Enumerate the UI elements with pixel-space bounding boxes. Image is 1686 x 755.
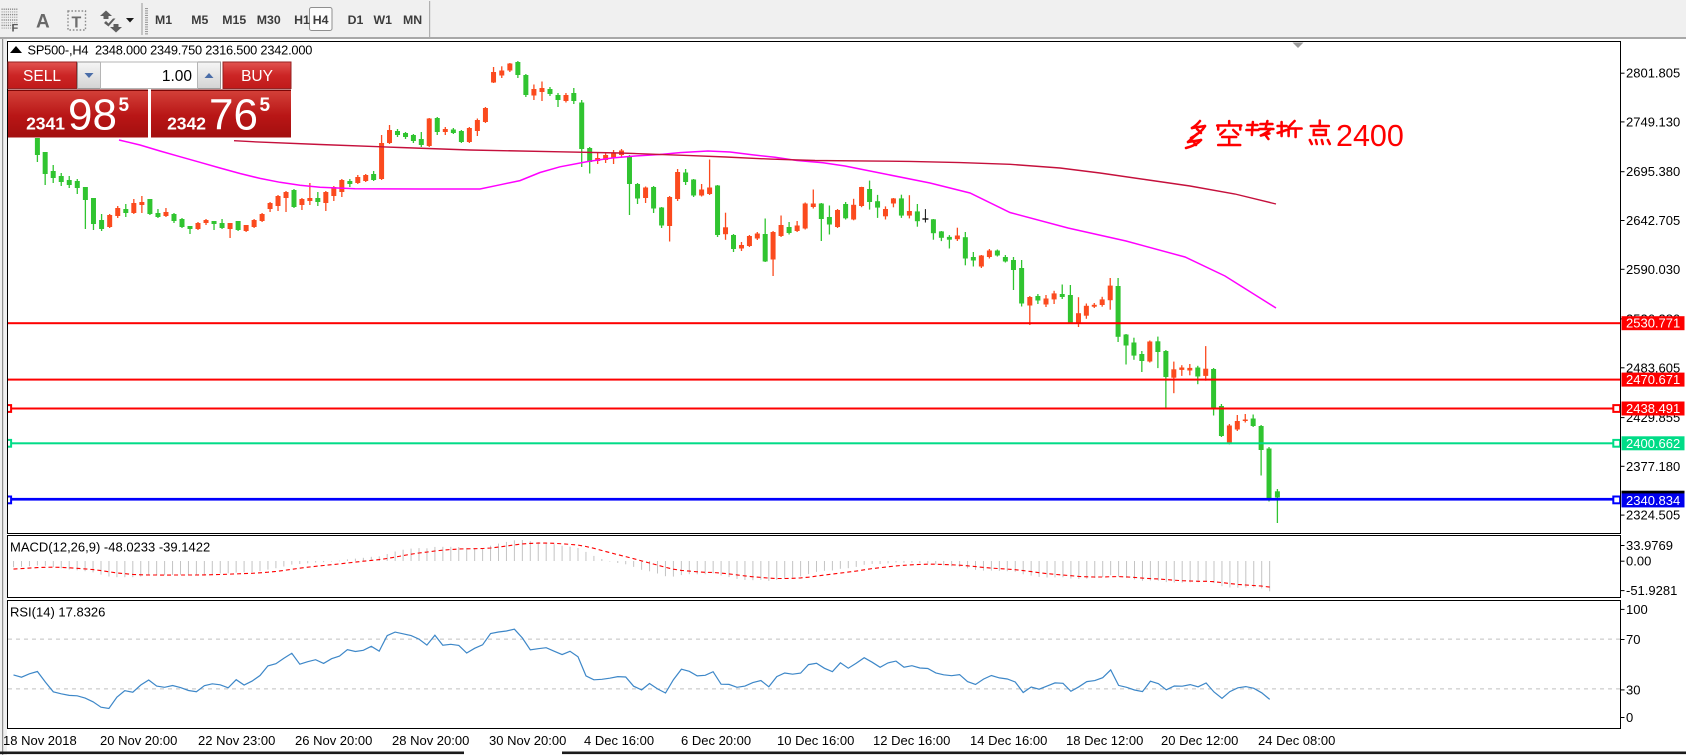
svg-text:18 Nov 2018: 18 Nov 2018 (3, 733, 77, 748)
svg-text:-51.9281: -51.9281 (1626, 583, 1677, 598)
svg-text:W1: W1 (373, 13, 392, 27)
svg-text:MACD(12,26,9) -48.0233 -39.142: MACD(12,26,9) -48.0233 -39.1422 (10, 540, 210, 555)
svg-text:BUY: BUY (241, 68, 273, 85)
svg-text:H4: H4 (313, 13, 329, 27)
svg-text:26 Nov 20:00: 26 Nov 20:00 (295, 733, 372, 748)
svg-text:2340.834: 2340.834 (1626, 493, 1680, 508)
svg-text:2470.671: 2470.671 (1626, 372, 1680, 387)
svg-text:2400: 2400 (1336, 119, 1404, 153)
svg-text:98: 98 (68, 91, 117, 140)
svg-text:14 Dec 16:00: 14 Dec 16:00 (970, 733, 1047, 748)
svg-text:100: 100 (1626, 602, 1648, 617)
svg-text:20 Dec 12:00: 20 Dec 12:00 (1161, 733, 1238, 748)
svg-text:33.9769: 33.9769 (1626, 538, 1673, 553)
svg-text:5: 5 (260, 95, 271, 116)
svg-text:2590.030: 2590.030 (1626, 262, 1680, 277)
svg-text:2342: 2342 (167, 114, 206, 134)
svg-text:76: 76 (209, 91, 258, 140)
svg-text:22 Nov 23:00: 22 Nov 23:00 (198, 733, 275, 748)
svg-text:12 Dec 16:00: 12 Dec 16:00 (873, 733, 950, 748)
svg-text:D1: D1 (348, 13, 364, 27)
svg-text:2341: 2341 (26, 114, 65, 134)
svg-text:4 Dec 16:00: 4 Dec 16:00 (584, 733, 654, 748)
svg-text:SELL: SELL (23, 68, 61, 85)
svg-text:1.00: 1.00 (162, 68, 193, 85)
svg-text:M30: M30 (257, 13, 281, 27)
svg-text:2483.605: 2483.605 (1626, 360, 1680, 375)
svg-text:MN: MN (403, 13, 422, 27)
svg-text:H1: H1 (294, 13, 310, 27)
svg-text:0: 0 (1626, 710, 1633, 725)
svg-text:0.00: 0.00 (1626, 554, 1651, 569)
svg-text:2377.180: 2377.180 (1626, 459, 1680, 474)
svg-text:2749.130: 2749.130 (1626, 114, 1680, 129)
svg-text:24 Dec 08:00: 24 Dec 08:00 (1258, 733, 1335, 748)
svg-text:28 Nov 20:00: 28 Nov 20:00 (392, 733, 469, 748)
svg-text:T: T (72, 15, 82, 32)
svg-text:M15: M15 (222, 13, 246, 27)
svg-text:SP500-,H4 2348.000 2349.750 2: SP500-,H4 2348.000 2349.750 2316.500 234… (28, 43, 313, 58)
svg-text:M5: M5 (191, 13, 208, 27)
svg-text:2324.505: 2324.505 (1626, 508, 1680, 523)
svg-text:2530.771: 2530.771 (1626, 316, 1680, 331)
svg-text:2801.805: 2801.805 (1626, 66, 1680, 81)
svg-text:70: 70 (1626, 632, 1640, 647)
svg-text:M1: M1 (155, 13, 172, 27)
svg-text:2642.705: 2642.705 (1626, 213, 1680, 228)
svg-text:18 Dec 12:00: 18 Dec 12:00 (1066, 733, 1143, 748)
svg-text:5: 5 (119, 95, 130, 116)
svg-text:20 Nov 20:00: 20 Nov 20:00 (100, 733, 177, 748)
svg-text:2438.491: 2438.491 (1626, 401, 1680, 416)
svg-text:F: F (12, 23, 19, 35)
svg-text:2695.380: 2695.380 (1626, 164, 1680, 179)
svg-text:RSI(14) 17.8326: RSI(14) 17.8326 (10, 605, 105, 620)
svg-text:30: 30 (1626, 682, 1640, 697)
svg-text:6 Dec 20:00: 6 Dec 20:00 (681, 733, 751, 748)
svg-text:30 Nov 20:00: 30 Nov 20:00 (489, 733, 566, 748)
svg-text:10 Dec 16:00: 10 Dec 16:00 (777, 733, 854, 748)
svg-text:2400.662: 2400.662 (1626, 436, 1680, 451)
svg-text:A: A (36, 12, 50, 33)
